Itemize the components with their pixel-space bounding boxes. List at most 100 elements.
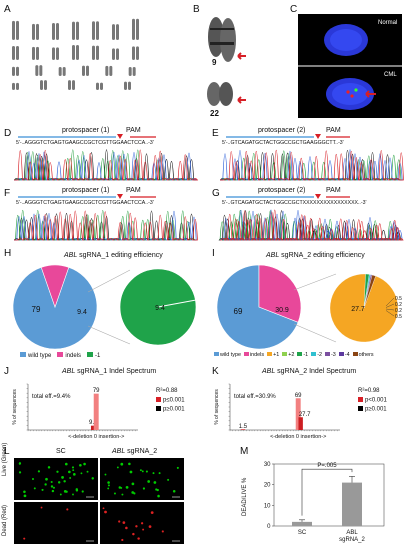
panel-b-label: B xyxy=(193,4,200,15)
micro-cell xyxy=(44,483,47,486)
sequence-f: 5'-..AGGGTCTGAGTGAAGCCGCTCGTTGGAACTCCA..… xyxy=(16,200,154,206)
legend-i-item-8: others xyxy=(352,352,374,358)
spectrum-k-total: total eff.=30.9% xyxy=(234,394,276,400)
trace-0 xyxy=(14,149,195,181)
legend-i: wild type indels +1 +2 -1 -2 -3 -4 others xyxy=(214,352,374,358)
chromosome-15 xyxy=(16,45,19,60)
legend-i-item-5: -2 xyxy=(311,352,322,358)
spectrum-k-bar-0 xyxy=(240,429,246,430)
chromosome-39 xyxy=(132,66,136,76)
micro-cell xyxy=(64,462,68,466)
micro-cell xyxy=(51,489,55,493)
micro-cell xyxy=(72,469,75,472)
micro-cell xyxy=(102,507,105,510)
fish-image xyxy=(298,14,402,118)
chromosome-13 xyxy=(136,18,139,40)
micro-cell xyxy=(121,493,124,496)
spectrum-j-xlabel: <-deletion 0 insertion-> xyxy=(68,434,124,440)
chromosome-18 xyxy=(52,47,55,60)
micro-cell xyxy=(68,470,71,474)
micro-cell xyxy=(122,521,126,524)
bar-chart-k: 1.5 69 27.7 % of sequences <-deletion 0 inse… xyxy=(214,383,388,440)
micro-cell xyxy=(65,490,68,493)
bar-m-xlabel-0: SC xyxy=(298,530,307,536)
spectrum-j-total: total eff.=9.4% xyxy=(32,394,71,400)
row-live-label: Live (Green) xyxy=(2,442,8,476)
panel-c-label: C xyxy=(290,4,298,15)
spectrum-j-p1: p≤0.001 xyxy=(163,398,185,404)
spectrum-k-nonsig-swatch xyxy=(358,406,363,411)
micro-cell xyxy=(73,473,76,476)
spectrum-k-bar-1 xyxy=(295,398,301,430)
pie-i-leader-0 xyxy=(385,297,395,307)
chromosome-36 xyxy=(105,65,109,76)
micro-cell xyxy=(107,481,110,484)
spectrum-j-p2: p≥0.001 xyxy=(163,407,185,413)
chromosome-48 xyxy=(124,81,127,90)
micro-cell xyxy=(156,488,159,492)
chromosome-34 xyxy=(82,65,85,76)
protospacer-f-label: protospacer (1) xyxy=(62,187,110,194)
micro-cell xyxy=(57,481,61,484)
micro-cell xyxy=(72,493,74,496)
micro-cell xyxy=(50,485,54,488)
spectrum-k-bar-2 xyxy=(298,417,303,430)
panel-i-label: I xyxy=(212,248,215,259)
chromosome-4 xyxy=(52,22,55,40)
micro-cell xyxy=(81,490,84,493)
legend-i-item-3: +2 xyxy=(282,352,294,358)
chromosome-10 xyxy=(112,24,115,40)
trace-3 xyxy=(220,209,404,241)
chromosome-46 xyxy=(96,82,99,90)
pie-h-connector-top xyxy=(87,269,131,293)
chromosome-21 xyxy=(76,45,79,60)
chromosome-7 xyxy=(76,21,79,40)
micro-cell xyxy=(86,470,89,473)
micro-cell xyxy=(150,511,154,514)
micro-cell xyxy=(71,466,75,469)
bar-m-xlabel-1b: sgRNA_2 xyxy=(339,537,365,543)
micro-cell xyxy=(147,480,151,483)
spectrum-k-r2: R²=0.98 xyxy=(358,388,380,394)
bar-k-title: ABL sgRNA_2 Indel Spectrum xyxy=(262,368,357,375)
spectrum-j-bar-label-0: 9.4 xyxy=(89,420,98,426)
panel-m-label: M xyxy=(240,446,249,457)
bar-m-sig-bracket xyxy=(301,468,353,516)
chromosome-29 xyxy=(16,66,19,76)
legend-h: wild type indels -1 xyxy=(20,352,100,359)
micro-cell xyxy=(56,470,59,473)
protospacer-d-marker xyxy=(18,134,156,139)
micro-cell xyxy=(91,477,94,480)
pie-i-leader-2 xyxy=(385,308,395,311)
spectrum-j-ylabel: % of sequences xyxy=(12,389,18,425)
chromosome-16 xyxy=(32,46,35,60)
chromosome-5 xyxy=(56,22,59,40)
chromosome-20 xyxy=(72,45,75,60)
spectrum-k-xlabel: <-deletion 0 insertion-> xyxy=(270,434,326,440)
legend-i-item-1: indels xyxy=(243,352,264,358)
spectrum-k-ylabel: % of sequences xyxy=(214,389,220,425)
chromosome-24 xyxy=(112,48,115,60)
pie-h-connector-bottom xyxy=(87,325,131,345)
micro-tile-2 xyxy=(14,502,98,544)
bar-m-ytick-label-0: 0 xyxy=(267,524,271,530)
trace-3 xyxy=(14,149,199,181)
spectrum-j-nonsig-swatch xyxy=(156,406,161,411)
pam-g-label: PAM xyxy=(326,187,341,194)
bar-m-ytick-label-2: 20 xyxy=(264,483,271,489)
protospacer-e-label: protospacer (2) xyxy=(258,127,306,134)
chromosome-49 xyxy=(128,81,131,90)
panel-e-label: E xyxy=(212,128,219,139)
pie-i-value-2: 27.7 xyxy=(351,306,365,313)
chromosome-43 xyxy=(44,80,47,90)
pie-chart-i: 69 30.9 27.70.50.20.20.5 xyxy=(216,264,402,350)
micro-cell xyxy=(135,525,138,528)
pie-h-value-1: 9.4 xyxy=(77,309,87,316)
chromosome-30 xyxy=(35,65,39,76)
micro-cell xyxy=(140,522,144,525)
bar-m-bar-1 xyxy=(342,482,362,526)
panel-l-label: L xyxy=(4,446,10,457)
micro-cell xyxy=(40,506,43,509)
chromosome-41 xyxy=(16,82,19,90)
